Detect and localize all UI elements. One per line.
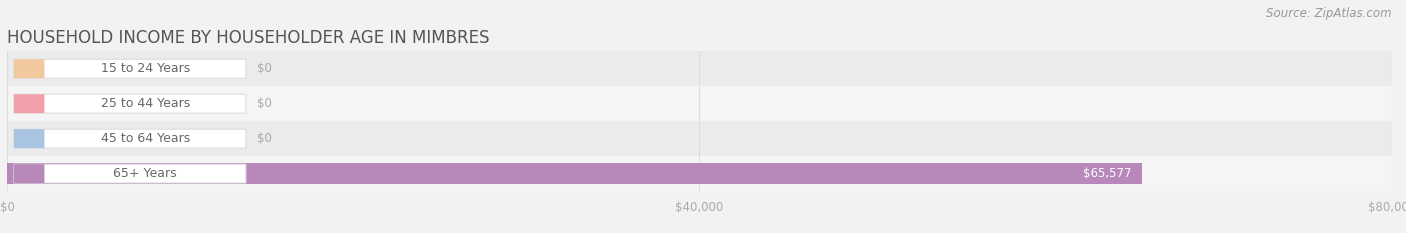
Text: 15 to 24 Years: 15 to 24 Years [101, 62, 190, 75]
Text: HOUSEHOLD INCOME BY HOUSEHOLDER AGE IN MIMBRES: HOUSEHOLD INCOME BY HOUSEHOLDER AGE IN M… [7, 29, 489, 47]
Text: $0: $0 [257, 132, 271, 145]
Text: $65,577: $65,577 [1083, 167, 1132, 180]
FancyBboxPatch shape [14, 59, 45, 78]
FancyBboxPatch shape [14, 94, 246, 113]
Bar [7, 163, 1142, 185]
FancyBboxPatch shape [14, 129, 45, 148]
Text: Source: ZipAtlas.com: Source: ZipAtlas.com [1267, 7, 1392, 20]
FancyBboxPatch shape [14, 164, 45, 183]
FancyBboxPatch shape [14, 59, 246, 78]
Bar [7, 51, 1392, 86]
Text: 45 to 64 Years: 45 to 64 Years [101, 132, 190, 145]
Bar [7, 121, 1392, 156]
Bar [7, 86, 1392, 121]
Text: $0: $0 [257, 97, 271, 110]
Text: 25 to 44 Years: 25 to 44 Years [101, 97, 190, 110]
Text: $0: $0 [257, 62, 271, 75]
Text: 65+ Years: 65+ Years [114, 167, 177, 180]
FancyBboxPatch shape [14, 164, 246, 183]
FancyBboxPatch shape [14, 94, 45, 113]
Bar [7, 156, 1392, 191]
FancyBboxPatch shape [14, 129, 246, 148]
